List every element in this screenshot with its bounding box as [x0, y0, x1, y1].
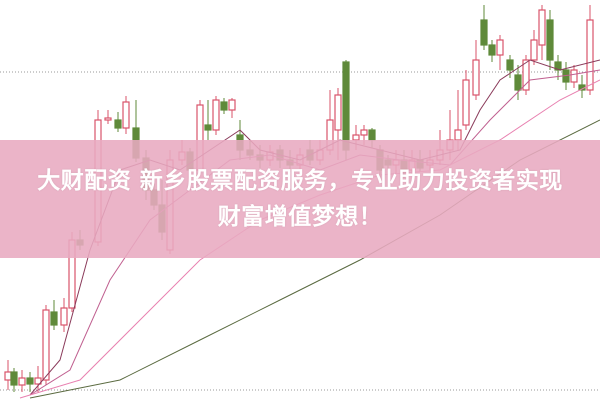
candle-up: [570, 69, 578, 83]
candle-down: [368, 129, 376, 141]
candle-down: [546, 19, 554, 61]
candle-up: [104, 117, 112, 121]
candle-down: [26, 377, 34, 385]
candle-down: [506, 59, 514, 71]
candle-up: [454, 129, 462, 141]
caption-line-2: 财富增值梦想！: [217, 204, 383, 230]
candle-up: [42, 309, 50, 381]
candle-up: [18, 377, 26, 386]
candle-up: [228, 99, 236, 111]
candle-down: [554, 61, 562, 71]
candle-down: [10, 371, 18, 386]
candle-down: [204, 124, 212, 131]
candle-up: [530, 39, 538, 61]
candle-up: [60, 307, 68, 326]
caption-banner: 大财配资 新乡股票配资服务，专业助力投资者实现 财富增值梦想！: [0, 140, 600, 258]
candle-down: [488, 44, 496, 56]
candle-down: [342, 61, 350, 151]
candle-down: [114, 119, 122, 129]
candle-up: [334, 94, 342, 131]
candle-up: [34, 377, 42, 385]
candle-up: [472, 59, 480, 96]
candle-down: [50, 311, 58, 326]
candle-up: [212, 99, 220, 131]
candle-down: [514, 74, 522, 91]
candle-up: [462, 79, 470, 126]
candle-up: [360, 129, 368, 136]
candle-down: [480, 19, 488, 46]
candle-up: [4, 371, 12, 381]
candle-up: [522, 59, 530, 91]
candle-up: [496, 39, 504, 56]
candle-down: [220, 101, 228, 111]
caption-line-1: 大财配资 新乡股票配资服务，专业助力投资者实现: [37, 168, 563, 194]
candle-up: [122, 101, 130, 129]
candle-up: [586, 19, 594, 91]
candle-up: [538, 9, 546, 46]
